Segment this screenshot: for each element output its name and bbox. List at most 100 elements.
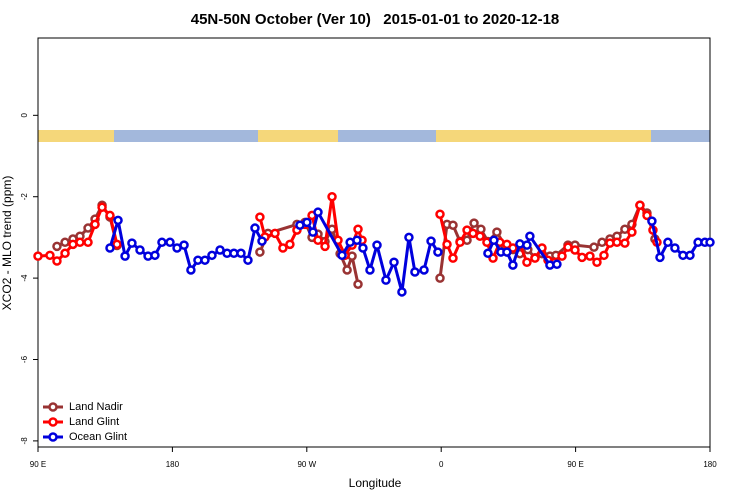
data-point bbox=[308, 227, 318, 237]
data-point bbox=[685, 250, 695, 261]
data-point bbox=[358, 243, 368, 253]
data-point bbox=[165, 237, 175, 248]
data-point bbox=[655, 252, 665, 263]
data-point bbox=[448, 220, 458, 230]
data-point bbox=[352, 235, 362, 246]
data-point bbox=[83, 223, 93, 233]
legend-marker bbox=[48, 432, 58, 442]
x-tick-label: 90 E bbox=[30, 460, 46, 469]
y-tick-label: -4 bbox=[20, 274, 29, 282]
data-point bbox=[442, 239, 452, 250]
data-point bbox=[599, 250, 609, 261]
data-point bbox=[705, 237, 715, 248]
series-line bbox=[108, 210, 710, 294]
data-point bbox=[320, 241, 330, 252]
data-point bbox=[342, 265, 352, 275]
data-point bbox=[60, 237, 70, 248]
data-point bbox=[577, 252, 587, 263]
data-point bbox=[278, 243, 288, 253]
data-point bbox=[530, 253, 540, 263]
data-point bbox=[105, 210, 115, 221]
data-point bbox=[257, 236, 267, 246]
data-point bbox=[410, 267, 420, 277]
legend-marker bbox=[48, 417, 58, 427]
legend-label: Land Glint bbox=[69, 416, 119, 428]
legend-label: Ocean Glint bbox=[69, 431, 127, 443]
data-point bbox=[492, 227, 502, 237]
data-point bbox=[508, 260, 518, 270]
data-point bbox=[97, 202, 107, 213]
data-point bbox=[372, 240, 382, 250]
data-point bbox=[570, 245, 580, 255]
data-point bbox=[150, 250, 160, 261]
data-point bbox=[200, 255, 210, 265]
data-point bbox=[469, 218, 479, 228]
data-point bbox=[327, 191, 337, 202]
data-point bbox=[313, 207, 323, 217]
data-point bbox=[381, 275, 391, 285]
data-point bbox=[522, 257, 532, 267]
data-point bbox=[83, 237, 93, 248]
data-point bbox=[302, 217, 312, 228]
y-tick-label: -6 bbox=[20, 355, 29, 363]
data-point bbox=[135, 245, 145, 255]
y-tick-label: -2 bbox=[20, 193, 29, 201]
data-point bbox=[120, 251, 130, 261]
data-point bbox=[52, 256, 62, 266]
data-point bbox=[419, 265, 429, 275]
data-point bbox=[508, 243, 518, 253]
data-point bbox=[404, 232, 414, 243]
data-point bbox=[448, 253, 458, 263]
x-tick-label: 0 bbox=[439, 460, 444, 469]
data-point bbox=[243, 255, 253, 265]
x-tick-label: 180 bbox=[703, 460, 717, 469]
data-point bbox=[353, 224, 363, 235]
data-point bbox=[597, 237, 607, 248]
data-point bbox=[663, 237, 673, 248]
x-tick-label: 90 W bbox=[297, 460, 316, 469]
data-point bbox=[270, 228, 280, 239]
data-point bbox=[313, 235, 323, 246]
data-point bbox=[642, 210, 652, 221]
data-point bbox=[255, 212, 265, 222]
y-tick-label: -8 bbox=[20, 437, 29, 445]
x-tick-label: 90 E bbox=[567, 460, 583, 469]
data-point bbox=[285, 239, 295, 250]
legend-label: Land Nadir bbox=[69, 401, 123, 413]
data-point bbox=[670, 243, 680, 253]
data-point bbox=[60, 248, 70, 259]
data-point bbox=[389, 257, 399, 267]
data-point bbox=[186, 265, 196, 275]
data-point bbox=[426, 236, 436, 246]
data-point bbox=[33, 251, 43, 261]
data-point bbox=[250, 223, 260, 233]
data-point bbox=[255, 247, 265, 257]
data-point bbox=[75, 237, 85, 248]
data-point bbox=[435, 273, 445, 283]
data-point bbox=[647, 216, 657, 226]
x-axis-label: Longitude bbox=[349, 476, 402, 490]
data-point bbox=[525, 231, 535, 241]
data-point bbox=[112, 239, 122, 250]
data-point bbox=[52, 241, 62, 252]
data-point bbox=[620, 238, 630, 248]
data-point bbox=[337, 250, 347, 261]
data-point bbox=[207, 250, 217, 261]
data-point bbox=[236, 248, 246, 259]
data-point bbox=[105, 243, 115, 253]
legend-marker bbox=[48, 402, 58, 412]
chart-title: 45N-50N October (Ver 10) 2015-01-01 to 2… bbox=[191, 11, 560, 28]
data-point bbox=[627, 227, 637, 237]
data-point bbox=[365, 265, 375, 275]
data-point bbox=[157, 237, 167, 248]
data-point bbox=[435, 209, 445, 219]
data-point bbox=[635, 200, 645, 211]
data-point bbox=[433, 247, 443, 257]
data-point bbox=[592, 257, 602, 267]
data-point bbox=[612, 237, 622, 248]
y-tick-label: 0 bbox=[20, 113, 29, 118]
data-point bbox=[522, 240, 532, 250]
data-point bbox=[475, 231, 485, 241]
data-point bbox=[557, 251, 567, 261]
data-point bbox=[179, 240, 189, 250]
